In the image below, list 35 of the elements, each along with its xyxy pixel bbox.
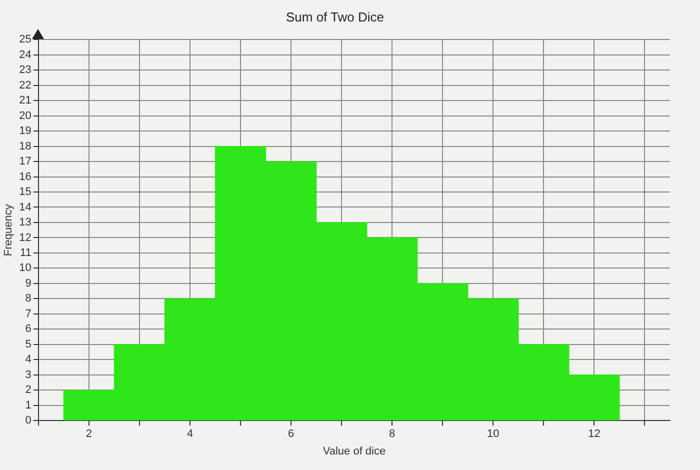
y-tick-label: 14 xyxy=(19,201,32,214)
y-tick-label: 12 xyxy=(19,232,32,244)
y-tick-label: 5 xyxy=(25,338,32,350)
y-tick-label: 24 xyxy=(19,48,32,61)
y-tick-label: 17 xyxy=(19,156,32,168)
x-tick-label: 4 xyxy=(186,428,194,440)
x-axis-title: Value of dice xyxy=(322,445,386,458)
y-tick-label: 15 xyxy=(19,186,32,198)
y-tick-label: 2 xyxy=(25,384,32,396)
y-tick-label: 16 xyxy=(19,170,32,183)
x-tick-label: 8 xyxy=(389,428,396,440)
y-tick-label: 6 xyxy=(25,323,32,336)
x-tick-label: 6 xyxy=(288,428,294,440)
y-tick-label: 10 xyxy=(19,262,32,274)
y-axis-title: Frequency xyxy=(2,204,15,256)
y-tick-label: 0 xyxy=(25,414,32,427)
y-tick-label: 11 xyxy=(20,246,32,259)
y-tick-label: 23 xyxy=(19,64,32,76)
y-tick-label: 13 xyxy=(19,216,32,229)
chart-title: Sum of Two Dice xyxy=(286,9,384,24)
y-tick-label: 3 xyxy=(25,368,32,381)
x-tick-label: 12 xyxy=(588,428,600,440)
x-tick-label: 2 xyxy=(86,428,92,440)
y-tick-label: 8 xyxy=(25,292,32,305)
y-tick-label: 25 xyxy=(19,34,32,46)
x-tick-label: 10 xyxy=(487,428,500,440)
y-tick-label: 19 xyxy=(19,125,32,138)
y-tick-label: 9 xyxy=(25,277,32,290)
y-tick-label: 1 xyxy=(25,399,32,412)
y-tick-label: 21 xyxy=(19,94,32,107)
y-tick-label: 4 xyxy=(25,354,32,366)
y-tick-label: 22 xyxy=(19,79,32,92)
y-tick-label: 7 xyxy=(25,308,32,320)
y-tick-label: 18 xyxy=(19,140,32,152)
y-tick-label: 20 xyxy=(19,110,32,122)
